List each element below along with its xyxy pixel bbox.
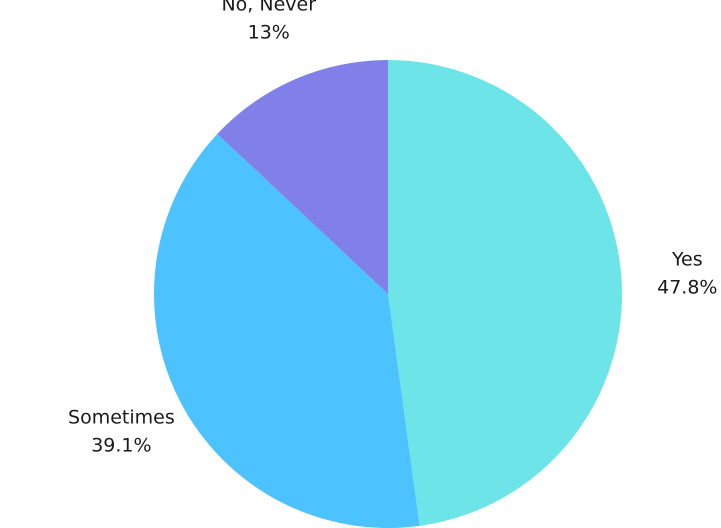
slice-category-label: Sometimes bbox=[68, 407, 175, 429]
slice-value-label: 13% bbox=[248, 22, 290, 44]
slice-category-label: No, Never bbox=[221, 0, 316, 16]
pie-slice-sometimes bbox=[154, 133, 420, 528]
slice-value-label: 39.1% bbox=[91, 435, 151, 457]
slice-label-sometimes: Sometimes 39.1% bbox=[68, 407, 175, 457]
slice-value-label: 47.8% bbox=[657, 277, 717, 299]
slice-labels: Yes 47.8% Sometimes 39.1% No, Never 13% bbox=[68, 0, 717, 457]
slice-label-yes: Yes 47.8% bbox=[657, 249, 717, 299]
pie-slice-yes bbox=[388, 60, 623, 526]
pie-slice-no-never bbox=[217, 60, 388, 294]
pie-slices bbox=[154, 60, 623, 528]
slice-label-no-never: No, Never 13% bbox=[221, 0, 316, 44]
slice-category-label: Yes bbox=[671, 249, 703, 271]
